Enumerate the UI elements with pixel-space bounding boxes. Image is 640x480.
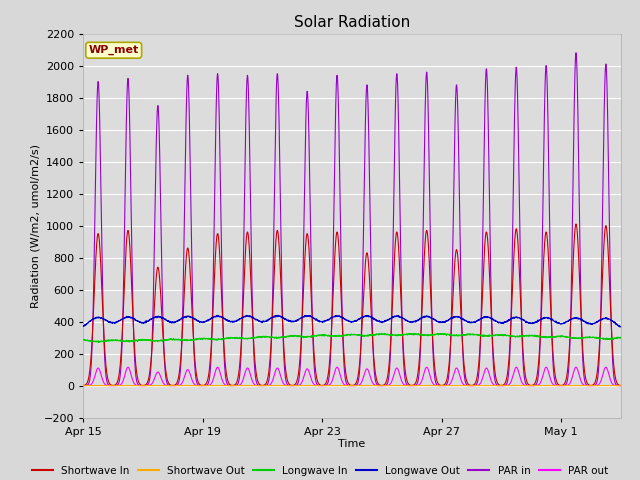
Shortwave Out	[79, 383, 87, 388]
Longwave Out	[617, 324, 625, 330]
PAR out	[131, 382, 139, 387]
PAR in	[369, 340, 377, 346]
Line: PAR out: PAR out	[83, 367, 621, 385]
PAR in	[572, 50, 580, 56]
Shortwave In	[572, 221, 580, 227]
Longwave Out	[79, 323, 87, 329]
Shortwave Out	[547, 383, 555, 388]
PAR in	[131, 367, 139, 373]
PAR out	[547, 379, 555, 384]
PAR in	[275, 84, 282, 90]
Shortwave In	[547, 319, 555, 325]
Title: Solar Radiation: Solar Radiation	[294, 15, 410, 30]
PAR out	[369, 380, 377, 386]
PAR out	[275, 366, 282, 372]
Longwave In	[369, 333, 377, 338]
Longwave Out	[131, 317, 139, 323]
PAR out	[198, 383, 206, 388]
Shortwave In	[198, 383, 206, 388]
Longwave In	[548, 335, 556, 341]
PAR in	[198, 383, 206, 388]
Line: Shortwave In: Shortwave In	[83, 224, 621, 385]
Longwave In	[79, 337, 87, 343]
Shortwave Out	[617, 383, 625, 388]
Line: Longwave Out: Longwave Out	[83, 315, 621, 327]
Shortwave In	[275, 232, 282, 238]
Longwave Out	[369, 315, 377, 321]
Longwave In	[132, 337, 140, 343]
PAR out	[617, 383, 625, 388]
Shortwave In	[369, 341, 377, 347]
Longwave In	[198, 336, 206, 342]
Longwave Out	[164, 318, 172, 324]
Shortwave Out	[369, 383, 377, 388]
PAR in	[617, 383, 625, 388]
PAR in	[547, 311, 555, 316]
Shortwave Out	[275, 383, 282, 388]
Text: WP_met: WP_met	[88, 45, 139, 55]
Line: PAR in: PAR in	[83, 53, 621, 385]
Longwave Out	[275, 313, 282, 319]
Longwave In	[95, 339, 102, 345]
Longwave In	[164, 337, 172, 343]
Longwave Out	[273, 312, 281, 318]
Legend: Shortwave In, Shortwave Out, Longwave In, Longwave Out, PAR in, PAR out: Shortwave In, Shortwave Out, Longwave In…	[28, 462, 612, 480]
Line: Longwave In: Longwave In	[83, 334, 621, 342]
Longwave Out	[617, 324, 625, 330]
Y-axis label: Radiation (W/m2, umol/m2/s): Radiation (W/m2, umol/m2/s)	[31, 144, 41, 308]
PAR out	[164, 383, 172, 388]
PAR out	[79, 383, 87, 388]
Shortwave In	[79, 383, 87, 388]
Longwave In	[617, 335, 625, 341]
Shortwave In	[617, 383, 625, 388]
X-axis label: Time: Time	[339, 439, 365, 449]
Shortwave In	[131, 356, 139, 362]
Shortwave In	[164, 378, 172, 384]
Shortwave Out	[198, 383, 206, 388]
PAR out	[602, 364, 610, 370]
Shortwave Out	[164, 383, 172, 388]
PAR in	[164, 382, 172, 387]
Longwave In	[275, 335, 282, 340]
Longwave In	[381, 331, 388, 336]
Longwave Out	[548, 316, 556, 322]
PAR in	[79, 383, 87, 388]
Longwave Out	[198, 319, 206, 325]
Shortwave Out	[131, 383, 139, 388]
